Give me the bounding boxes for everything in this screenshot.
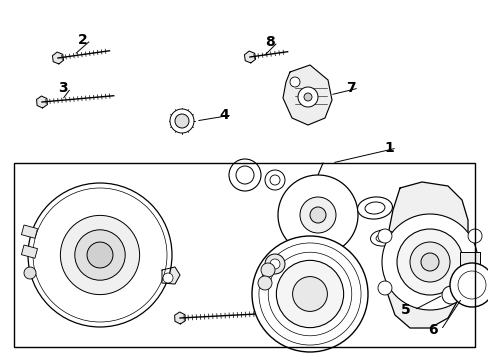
Circle shape bbox=[420, 253, 438, 271]
Polygon shape bbox=[244, 51, 255, 63]
Circle shape bbox=[409, 242, 449, 282]
Bar bbox=[14, 163, 474, 347]
Circle shape bbox=[264, 254, 285, 274]
Circle shape bbox=[377, 229, 391, 243]
Circle shape bbox=[457, 271, 485, 299]
Text: 7: 7 bbox=[346, 81, 355, 95]
Text: 8: 8 bbox=[264, 35, 274, 49]
Circle shape bbox=[377, 281, 391, 295]
Circle shape bbox=[297, 87, 317, 107]
Ellipse shape bbox=[375, 234, 389, 242]
Bar bbox=[21, 225, 38, 238]
Circle shape bbox=[175, 114, 189, 128]
Circle shape bbox=[87, 242, 113, 268]
Circle shape bbox=[467, 229, 481, 243]
Circle shape bbox=[163, 273, 173, 283]
Circle shape bbox=[261, 263, 274, 277]
Circle shape bbox=[24, 267, 36, 279]
Text: 1: 1 bbox=[384, 141, 393, 155]
Circle shape bbox=[309, 207, 325, 223]
Polygon shape bbox=[174, 312, 185, 324]
Circle shape bbox=[228, 159, 261, 191]
Text: 6: 6 bbox=[427, 323, 437, 337]
Bar bbox=[459, 252, 479, 270]
Polygon shape bbox=[162, 267, 180, 284]
Circle shape bbox=[28, 183, 172, 327]
Ellipse shape bbox=[364, 202, 384, 214]
Circle shape bbox=[269, 175, 280, 185]
Circle shape bbox=[396, 229, 462, 295]
Circle shape bbox=[276, 260, 343, 328]
Circle shape bbox=[441, 286, 459, 304]
Circle shape bbox=[251, 236, 367, 352]
Text: 2: 2 bbox=[78, 33, 88, 47]
Polygon shape bbox=[52, 52, 63, 64]
Circle shape bbox=[236, 166, 253, 184]
Circle shape bbox=[278, 175, 357, 255]
Ellipse shape bbox=[357, 197, 392, 219]
Polygon shape bbox=[37, 96, 47, 108]
Text: 4: 4 bbox=[219, 108, 228, 122]
Circle shape bbox=[299, 197, 335, 233]
Text: 5: 5 bbox=[400, 303, 410, 317]
Circle shape bbox=[269, 259, 280, 269]
Circle shape bbox=[289, 77, 299, 87]
Bar bbox=[21, 245, 38, 258]
Circle shape bbox=[292, 276, 327, 311]
Ellipse shape bbox=[370, 230, 395, 246]
Circle shape bbox=[61, 215, 139, 294]
Circle shape bbox=[467, 281, 481, 295]
Circle shape bbox=[381, 214, 477, 310]
Circle shape bbox=[449, 263, 488, 307]
Polygon shape bbox=[283, 65, 331, 125]
Circle shape bbox=[304, 93, 311, 101]
Circle shape bbox=[264, 170, 285, 190]
Polygon shape bbox=[385, 182, 467, 328]
Circle shape bbox=[75, 230, 125, 280]
Circle shape bbox=[258, 276, 271, 290]
Circle shape bbox=[170, 109, 194, 133]
Text: 3: 3 bbox=[58, 81, 68, 95]
